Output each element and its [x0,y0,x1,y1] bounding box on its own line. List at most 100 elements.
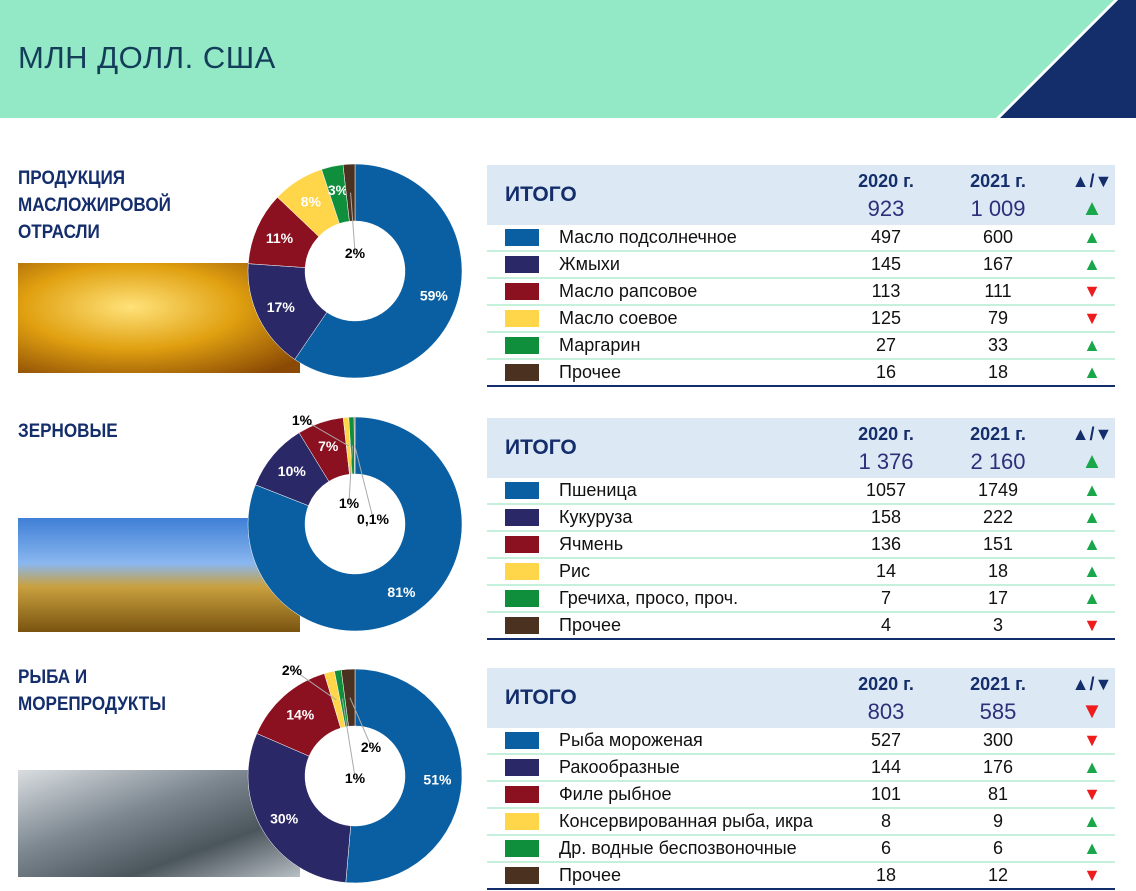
slice-label: 7% [318,438,339,454]
header-decoration [996,0,1136,118]
value-2021: 111 [984,281,1012,301]
category-name: Гречиха, просо, проч. [559,588,739,608]
value-2020: 113 [871,281,901,301]
category-name: Прочее [559,865,621,885]
category-name: Кукуруза [559,507,633,527]
up-arrow-icon: ▲ [1083,534,1101,554]
value-2020: 16 [875,362,897,382]
slice-label: 1% [292,412,313,428]
down-arrow-icon: ▼ [1083,281,1101,301]
category-name: Рис [559,561,591,581]
value-2020: 101 [870,784,902,804]
table-row: Гречиха, просо, проч. 7 17 ▲ [487,586,1115,613]
table-row: Масло соевое 125 79 ▼ [487,306,1115,333]
header-band [0,0,1136,118]
category-name: Прочее [559,615,621,635]
value-2020: 6 [880,838,891,858]
value-2020: 8 [880,811,891,831]
legend-swatch [505,786,539,803]
legend-swatch [505,563,539,580]
category-name: Пшеница [559,480,637,500]
up-arrow-icon: ▲ [1083,335,1101,355]
legend-swatch [505,310,539,327]
value-2020: 1057 [865,480,907,500]
category-name: Маргарин [559,335,641,355]
legend-swatch [505,256,539,273]
donut-chart: 81%10%7%1%1%0,1% [247,412,463,632]
leader-line [349,697,372,747]
value-2021: 167 [982,254,1014,274]
value-2021: 151 [982,534,1014,554]
data-table: ИТОГО 2020 г. 2021 г. ▲/▼ 803 585 ▼ Рыба… [487,668,1115,890]
legend-swatch [505,509,539,526]
total-2020: 1 376 [858,449,914,474]
up-arrow-icon: ▲ [1083,227,1101,247]
table-row: Рис 14 18 ▲ [487,559,1115,586]
category-name: Консервированная рыба, икра [559,811,813,831]
page-title: МЛН ДОЛЛ. США [18,40,276,75]
donut-slice [247,733,351,883]
up-arrow-icon: ▲ [1083,588,1101,608]
value-2021: 222 [982,507,1014,527]
table-row: Масло подсолнечное 497 600 ▲ [487,225,1115,252]
category-name: Прочее [559,362,621,382]
table-row: Ракообразные 144 176 ▲ [487,755,1115,782]
leader-line [301,418,349,447]
slice-label: 2% [361,739,382,755]
donut-slice [247,416,463,632]
leader-line [350,192,356,253]
table-row: Ячмень 136 151 ▲ [487,532,1115,559]
table-row: Филе рыбное 101 81 ▼ [487,782,1115,809]
category-name: Ракообразные [559,757,680,777]
slice-label: 17% [267,299,296,315]
year-2021-header: 2021 г. [970,171,1026,191]
leader-line [348,445,353,503]
table-row: Пшеница 1057 1749 ▲ [487,478,1115,505]
value-2020: 136 [870,534,902,554]
legend-swatch [505,229,539,246]
up-arrow-icon: ▲ [1083,507,1101,527]
year-2021-header: 2021 г. [970,424,1026,444]
legend-swatch [505,590,539,607]
table-row: Консервированная рыба, икра 8 9 ▲ [487,809,1115,836]
legend-swatch [505,759,539,776]
table-header: ИТОГО 2020 г. 2021 г. ▲/▼ 923 1 009 ▲ [487,165,1115,225]
category-name: Рыба мороженая [559,730,703,750]
value-2020: 527 [870,730,902,750]
slice-label: 2% [345,245,366,261]
up-arrow-icon: ▲ [1083,480,1101,500]
legend-swatch [505,337,539,354]
value-2020: 125 [870,308,902,328]
up-arrow-icon: ▲ [1083,757,1101,777]
legend-swatch [505,813,539,830]
slice-label: 1% [345,770,366,786]
category-name: Др. водные беспозвоночные [559,838,797,858]
category-name: Масло подсолнечное [559,227,737,247]
total-2021: 585 [979,699,1017,724]
value-2021: 33 [987,335,1009,355]
legend-swatch [505,732,539,749]
value-2021: 600 [982,227,1014,247]
table-row: Маргарин 27 33 ▲ [487,333,1115,360]
slice-label: 2% [282,662,303,678]
up-arrow-icon: ▲ [1083,362,1101,382]
down-arrow-icon: ▼ [1083,615,1101,635]
value-2021: 1749 [977,480,1019,500]
value-2020: 4 [880,615,891,635]
year-2020-header: 2020 г. [858,171,914,191]
donut-slice [340,668,356,727]
data-table: ИТОГО 2020 г. 2021 г. ▲/▼ 923 1 009 ▲ Ма… [487,165,1115,387]
value-2020: 144 [870,757,902,777]
donut-slice [294,163,463,379]
legend-swatch [505,364,539,381]
value-2021: 12 [987,865,1009,885]
total-2021: 1 009 [970,196,1026,221]
table-row: Рыба мороженая 527 300 ▼ [487,728,1115,755]
value-2021: 6 [992,838,1003,858]
table-row: Масло рапсовое 113 111 ▼ [487,279,1115,306]
down-arrow-icon: ▼ [1083,308,1101,328]
legend-swatch [505,283,539,300]
up-arrow-icon: ▲ [1081,195,1103,220]
change-header: ▲/▼ [1071,171,1113,191]
table-row: Жмыхи 145 167 ▲ [487,252,1115,279]
